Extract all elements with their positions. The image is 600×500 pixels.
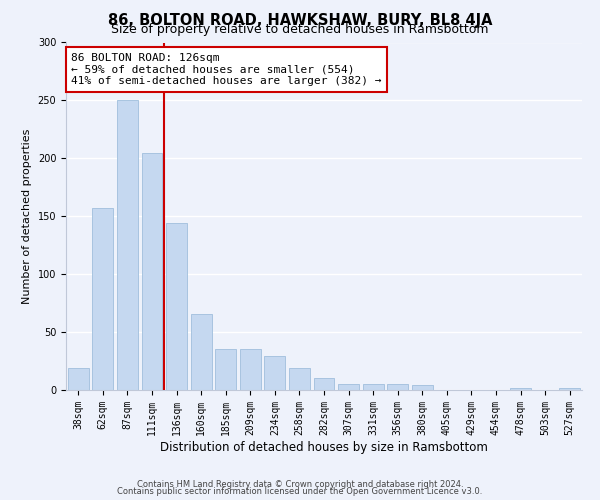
- Bar: [68, 368, 89, 390]
- Text: 86 BOLTON ROAD: 126sqm
← 59% of detached houses are smaller (554)
41% of semi-de: 86 BOLTON ROAD: 126sqm ← 59% of detached…: [71, 53, 382, 86]
- Bar: [338, 384, 359, 390]
- Text: Contains public sector information licensed under the Open Government Licence v3: Contains public sector information licen…: [118, 488, 482, 496]
- Bar: [191, 314, 212, 390]
- Bar: [240, 350, 261, 390]
- Bar: [166, 223, 187, 390]
- Bar: [142, 152, 163, 390]
- Text: Size of property relative to detached houses in Ramsbottom: Size of property relative to detached ho…: [111, 24, 489, 36]
- Bar: [289, 368, 310, 390]
- Text: 86, BOLTON ROAD, HAWKSHAW, BURY, BL8 4JA: 86, BOLTON ROAD, HAWKSHAW, BURY, BL8 4JA: [108, 12, 492, 28]
- Text: Contains HM Land Registry data © Crown copyright and database right 2024.: Contains HM Land Registry data © Crown c…: [137, 480, 463, 489]
- Bar: [362, 384, 383, 390]
- Bar: [215, 350, 236, 390]
- Bar: [117, 100, 138, 390]
- Y-axis label: Number of detached properties: Number of detached properties: [22, 128, 32, 304]
- Bar: [412, 386, 433, 390]
- X-axis label: Distribution of detached houses by size in Ramsbottom: Distribution of detached houses by size …: [160, 440, 488, 454]
- Bar: [265, 356, 286, 390]
- Bar: [559, 388, 580, 390]
- Bar: [510, 388, 531, 390]
- Bar: [314, 378, 334, 390]
- Bar: [387, 384, 408, 390]
- Bar: [92, 208, 113, 390]
